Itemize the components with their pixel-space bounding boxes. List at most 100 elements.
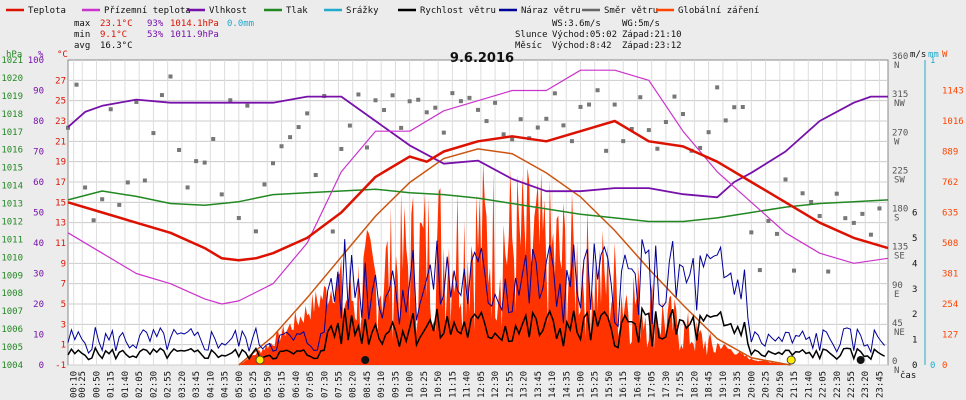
legend-label: Přízemní teplota bbox=[104, 6, 191, 16]
temperature-tick-label: 11 bbox=[55, 239, 66, 249]
wind-direction-point bbox=[100, 197, 105, 202]
wind-direction-point bbox=[809, 199, 814, 204]
temperature-tick-label: 9 bbox=[61, 259, 66, 269]
wind-direction-point bbox=[125, 180, 130, 185]
wind-direction-point bbox=[91, 218, 96, 223]
legend-label: Globální záření bbox=[678, 6, 759, 16]
wind-direction-point bbox=[723, 118, 728, 123]
info-gust: WG:5m/s bbox=[622, 19, 660, 29]
rain-tick-label: 1 bbox=[930, 56, 935, 66]
wind-direction-point bbox=[288, 135, 293, 140]
wind-direction-point bbox=[416, 97, 421, 102]
temperature-tick-label: 23 bbox=[55, 117, 66, 127]
x-tick-label: 17:30 bbox=[662, 371, 672, 398]
direction-tick-label: 135 bbox=[892, 243, 908, 253]
hpa-tick-label: 1005 bbox=[1, 343, 23, 353]
hpa-tick-label: 1008 bbox=[1, 289, 23, 299]
x-tick-label: 12:55 bbox=[505, 371, 515, 398]
legend-label: Teplota bbox=[28, 6, 66, 16]
x-tick-label: 10:50 bbox=[434, 371, 444, 398]
info-moon-label: Měsíc bbox=[515, 41, 542, 51]
wind-direction-point bbox=[424, 110, 429, 115]
wind-direction-point bbox=[706, 130, 711, 135]
humidity-unit-label: % bbox=[38, 50, 44, 60]
wind-direction-point bbox=[356, 92, 361, 97]
wind-direction-point bbox=[681, 112, 685, 117]
humidity-tick-label: 40 bbox=[33, 239, 44, 249]
x-tick-label: 06:40 bbox=[292, 371, 302, 398]
wind-direction-point bbox=[168, 74, 173, 79]
wind-direction-point bbox=[219, 192, 224, 197]
temperature-tick-label: 21 bbox=[55, 137, 66, 147]
direction-tick-label: 225 bbox=[892, 166, 908, 176]
hpa-unit-label: hPa bbox=[6, 50, 22, 60]
sun-moon-info: WS:3.6m/s WG:5m/s Slunce Východ:05:02 Zá… bbox=[515, 19, 682, 51]
x-tick-label: 16:15 bbox=[619, 371, 629, 398]
x-tick-label: 20:50 bbox=[776, 371, 786, 398]
pressure-line bbox=[67, 188, 889, 223]
wind-direction-point bbox=[749, 230, 754, 235]
wind-direction-point bbox=[672, 94, 677, 99]
wind-direction-point bbox=[407, 99, 412, 104]
legend-label: Náraz větru bbox=[521, 6, 581, 16]
humidity-line bbox=[67, 95, 888, 199]
stat-max-label: max bbox=[74, 19, 91, 29]
temperature-tick-label: 19 bbox=[55, 158, 66, 168]
temperature-tick-label: 3 bbox=[61, 320, 66, 330]
radiation-tick-label: 762 bbox=[942, 178, 958, 188]
wind-direction-point bbox=[501, 132, 506, 137]
wind-direction-point bbox=[476, 107, 480, 112]
wind-direction-point bbox=[646, 128, 651, 133]
wind-speed-line bbox=[67, 305, 885, 361]
wind-direction-point bbox=[510, 137, 515, 142]
x-tick-label: 11:40 bbox=[463, 371, 473, 398]
wind-direction-point bbox=[757, 268, 762, 273]
x-tick-label: 22:30 bbox=[833, 371, 843, 398]
x-tick-label: 07:30 bbox=[320, 371, 330, 398]
humidity-tick-label: 60 bbox=[33, 178, 44, 188]
x-tick-label: 18:20 bbox=[690, 371, 700, 398]
x-tick-label: 10:25 bbox=[420, 371, 430, 398]
wind-direction-point bbox=[578, 104, 583, 109]
wind-direction-point bbox=[715, 85, 720, 90]
humidity-tick-label: 90 bbox=[33, 87, 44, 97]
wind-direction-point bbox=[544, 116, 549, 121]
wind-direction-point bbox=[877, 206, 882, 211]
wind-direction-point bbox=[638, 95, 643, 100]
wind-direction-point bbox=[552, 91, 557, 96]
wind-direction-point bbox=[493, 100, 498, 105]
stat-max-rain: 0.0mm bbox=[227, 19, 254, 29]
wind-direction-point bbox=[484, 119, 489, 124]
x-tick-label: 22:55 bbox=[847, 371, 857, 398]
rain-unit-label: mm bbox=[928, 50, 939, 60]
x-tick-label: 16:40 bbox=[633, 371, 643, 398]
x-tick-label: 09:10 bbox=[377, 371, 387, 398]
radiation-tick-label: 254 bbox=[942, 300, 958, 310]
hpa-tick-label: 1014 bbox=[1, 182, 23, 192]
temperature-tick-label: 1 bbox=[61, 341, 66, 351]
x-tick-label: 18:45 bbox=[705, 371, 715, 398]
x-tick-label: 14:10 bbox=[548, 371, 558, 398]
wind-direction-point bbox=[826, 269, 831, 274]
wind-direction-point bbox=[766, 218, 771, 223]
wind-direction-point bbox=[66, 125, 70, 130]
x-tick-label: 07:55 bbox=[334, 371, 344, 398]
x-tick-label: 17:05 bbox=[648, 371, 658, 398]
series-lines bbox=[66, 69, 889, 365]
wind-direction-point bbox=[185, 185, 190, 190]
wind-direction-point bbox=[535, 125, 540, 130]
wind-direction-point bbox=[595, 88, 600, 93]
wind-direction-point bbox=[399, 125, 404, 130]
wind-direction-point bbox=[561, 123, 566, 128]
temperature-tick-label: 17 bbox=[55, 178, 66, 188]
x-tick-label: 12:30 bbox=[491, 371, 501, 398]
x-tick-label: 04:10 bbox=[206, 371, 216, 398]
x-tick-label: 00:25 bbox=[78, 371, 88, 398]
hpa-tick-label: 1009 bbox=[1, 271, 23, 281]
wind-direction-point bbox=[612, 102, 617, 107]
radiation-tick-label: 381 bbox=[942, 270, 958, 280]
radiation-tick-label: 508 bbox=[942, 239, 958, 249]
direction-name-label: S bbox=[894, 214, 899, 224]
x-tick-label: 21:40 bbox=[804, 371, 814, 398]
wind-direction-point bbox=[783, 177, 788, 182]
